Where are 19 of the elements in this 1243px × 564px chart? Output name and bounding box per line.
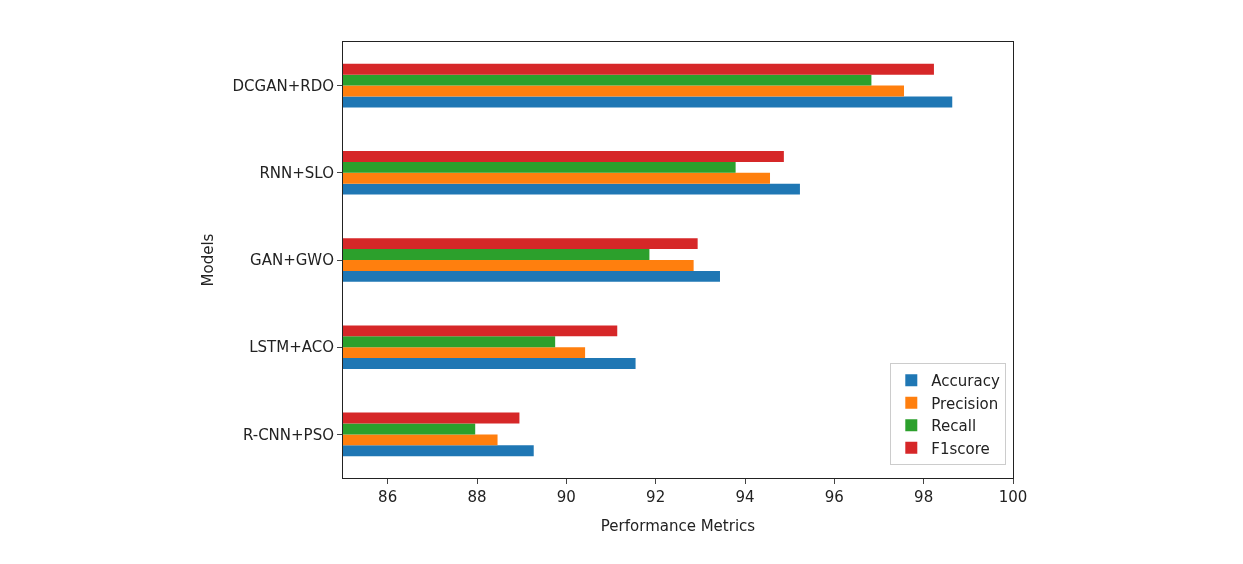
legend-label: F1score xyxy=(931,439,990,458)
x-tick-label: 98 xyxy=(914,488,934,506)
x-tick-label: 90 xyxy=(556,488,576,506)
x-axis-title: Performance Metrics xyxy=(600,517,756,535)
legend-label: Precision xyxy=(931,394,999,413)
legend-label: Recall xyxy=(931,417,977,436)
x-tick-label: 92 xyxy=(646,488,666,506)
x-tick-label: 88 xyxy=(467,488,487,506)
y-tick-label: LSTM+ACO xyxy=(249,338,334,357)
x-tick-label: 94 xyxy=(735,488,755,506)
y-tick-label: DCGAN+RDO xyxy=(232,76,334,95)
legend-label: Accuracy xyxy=(931,372,1000,391)
x-tick-label: 100 xyxy=(998,488,1028,506)
y-axis-title: Models xyxy=(198,233,217,287)
y-tick-label: RNN+SLO xyxy=(259,164,334,183)
x-tick-label: 96 xyxy=(824,488,844,506)
y-tick-label: GAN+GWO xyxy=(250,251,334,270)
x-tick-label: 86 xyxy=(378,488,398,506)
y-tick-label: R-CNN+PSO xyxy=(242,425,334,444)
